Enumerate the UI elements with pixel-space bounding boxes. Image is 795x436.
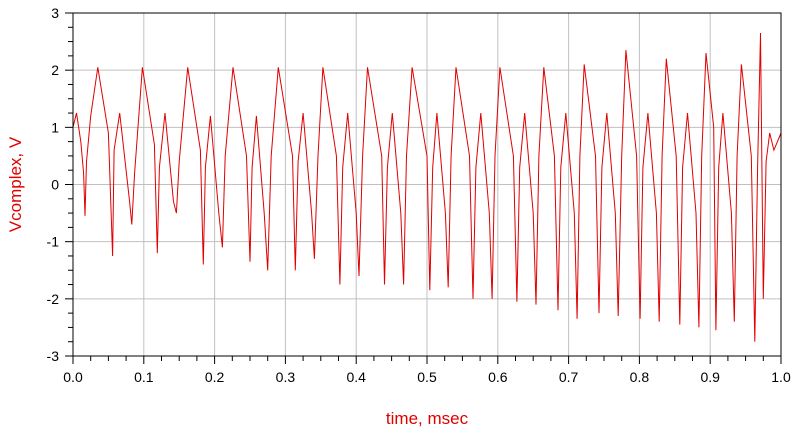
x-tick-label: 0.5 xyxy=(417,369,437,385)
x-tick-label: 1.0 xyxy=(771,369,791,385)
y-tick-label: -1 xyxy=(47,234,60,250)
y-tick-label: -2 xyxy=(47,291,60,307)
x-tick-label: 0.1 xyxy=(134,369,154,385)
x-tick-label: 0.4 xyxy=(346,369,366,385)
x-tick-label: 0.2 xyxy=(205,369,225,385)
tick-marks xyxy=(65,12,782,364)
series-line xyxy=(72,32,782,342)
x-tick-label: 0.9 xyxy=(700,369,720,385)
y-axis-title: Vcomplex, V xyxy=(6,136,25,232)
x-tick-label: 0.6 xyxy=(488,369,508,385)
grid xyxy=(73,13,781,356)
y-tick-label: 0 xyxy=(51,177,59,193)
y-tick-label: 3 xyxy=(51,5,59,21)
tick-labels: 0.0 0.1 0.2 0.3 0.4 0.5 0.6 0.7 0.8 0.9 1.0 -3 -2 -1 0… xyxy=(47,5,791,385)
x-axis-title: time, msec xyxy=(386,409,469,428)
x-tick-label: 0.7 xyxy=(559,369,579,385)
y-tick-label: 1 xyxy=(51,119,59,135)
y-tick-label: -3 xyxy=(47,348,60,364)
x-tick-label: 0.8 xyxy=(630,369,650,385)
trace-layer xyxy=(72,32,782,342)
x-tick-label: 0.3 xyxy=(276,369,296,385)
y-tick-label: 2 xyxy=(51,62,59,78)
x-tick-label: 0.0 xyxy=(63,369,83,385)
